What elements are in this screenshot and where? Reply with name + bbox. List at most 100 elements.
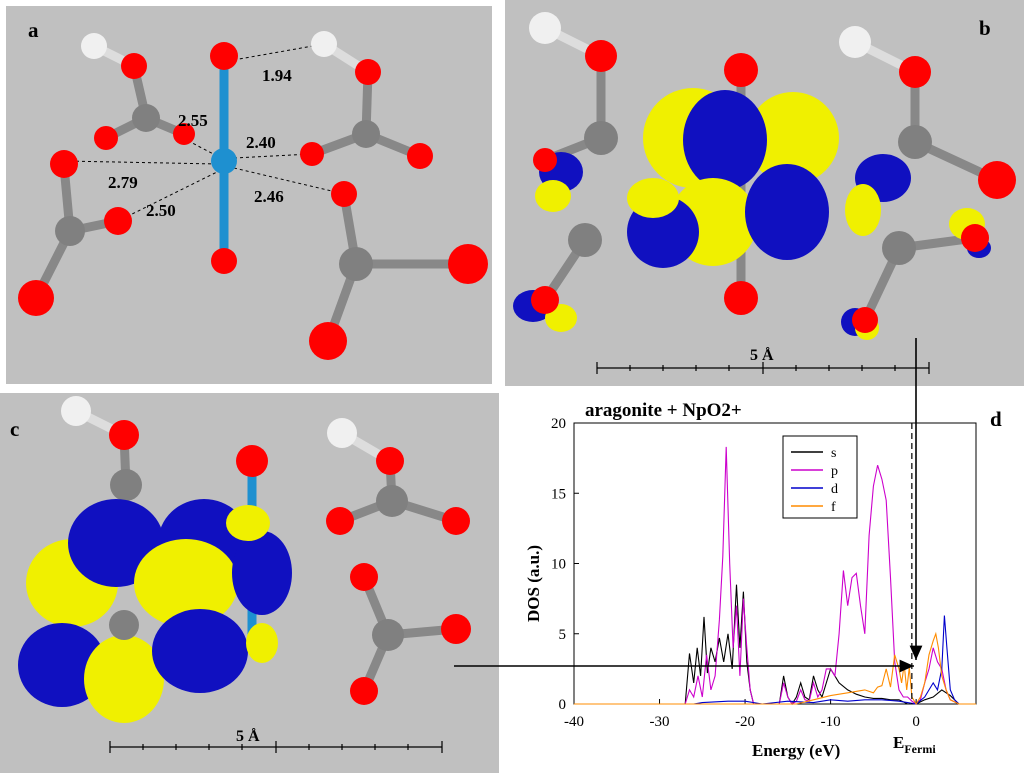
atom-b-o-4 <box>978 161 1016 199</box>
x-tick-label: -10 <box>821 714 841 730</box>
atom-b-o-9 <box>533 148 557 172</box>
atom-c-h-2 <box>327 418 357 448</box>
x-tick-label: 0 <box>912 714 920 730</box>
plot-area <box>573 422 977 705</box>
orbital-c-lobe-5 <box>232 531 292 615</box>
atom-b-c-4 <box>882 231 916 265</box>
atom-b-o-1 <box>585 40 617 72</box>
atom-b-h-1 <box>529 12 561 44</box>
y-tick-label: 0 <box>559 697 567 713</box>
panel-d: 0 5 10 15 20 -40 -30 -20 -10 0 aragonite + NpO2+… <box>505 390 1024 773</box>
atom-o-10 <box>448 244 488 284</box>
panel-label-c: c <box>10 417 20 441</box>
legend-label-f: f <box>831 500 836 515</box>
atom-o-np-top <box>210 42 238 70</box>
legend-label-p: p <box>831 464 838 479</box>
distance-label-4: 2.79 <box>108 173 138 192</box>
y-axis: 0 5 10 15 20 <box>551 416 579 713</box>
chart-title: aragonite + NpO2+ <box>585 400 742 421</box>
series-line-d <box>574 615 976 705</box>
orbital-lobe-5 <box>745 164 829 260</box>
atom-c-3 <box>55 216 85 246</box>
atom-c-2 <box>352 120 380 148</box>
atom-o-7 <box>50 150 78 178</box>
atom-c-c-3 <box>372 619 404 651</box>
atom-c-h-1 <box>61 396 91 426</box>
atom-b-o-5 <box>724 281 758 315</box>
legend-label-d: d <box>831 482 838 497</box>
series-line-f <box>574 631 976 706</box>
distance-label-6: 2.50 <box>146 201 176 220</box>
orbital-c-lobe-8 <box>84 635 164 723</box>
orbital-lobe-11 <box>845 184 881 236</box>
atom-b-c-3 <box>568 223 602 257</box>
panel-b: 5 Å b <box>505 0 1024 386</box>
structure-a: 1.94 2.55 2.40 2.79 2.46 2.50 <box>18 31 488 360</box>
atom-c-o-4 <box>326 507 354 535</box>
atom-h-2 <box>311 31 337 57</box>
panel-a: 1.94 2.55 2.40 2.79 2.46 2.50 a <box>6 6 492 384</box>
distance-label-2: 2.55 <box>178 111 208 130</box>
distance-label-1: 1.94 <box>262 66 292 85</box>
atom-c-c-1 <box>110 469 142 501</box>
distance-label-3: 2.40 <box>246 133 276 152</box>
atom-o-6 <box>407 143 433 169</box>
orbital-lobe-9 <box>535 180 571 212</box>
atom-c-o-6 <box>350 563 378 591</box>
fermi-label-main: E <box>893 733 904 752</box>
series-line-p <box>574 446 976 705</box>
atom-o-3 <box>94 126 118 150</box>
atom-o-9 <box>104 207 132 235</box>
atom-b-c-1 <box>584 121 618 155</box>
atom-np <box>211 148 237 174</box>
atom-c-o-7 <box>441 614 471 644</box>
atom-o-5 <box>300 142 324 166</box>
atom-o-8 <box>331 181 357 207</box>
orbital-c-lobe-10 <box>246 623 278 663</box>
orbital-c-lobe-6 <box>226 505 270 541</box>
atom-o-np-bottom <box>211 248 237 274</box>
x-axis-label: Energy (eV) <box>752 741 840 760</box>
orbital-c-lobe-9 <box>152 609 248 693</box>
dist-line-5 <box>233 167 337 193</box>
atom-b-c-2 <box>898 125 932 159</box>
series-line-s <box>574 584 976 706</box>
orbital-lobe-2 <box>747 92 839 184</box>
atom-b-o-7 <box>531 286 559 314</box>
y-tick-label: 5 <box>559 627 567 643</box>
panel-label-d: d <box>990 407 1002 431</box>
y-tick-label: 20 <box>551 416 566 432</box>
legend-label-s: s <box>831 446 836 461</box>
dist-line-6 <box>117 169 222 222</box>
dos-chart: 0 5 10 15 20 -40 -30 -20 -10 0 aragonite + NpO2+… <box>524 400 1002 760</box>
atom-o-1 <box>121 53 147 79</box>
panel-label-a: a <box>28 18 39 42</box>
atom-b-o-6 <box>961 224 989 252</box>
atom-c-c-2 <box>376 485 408 517</box>
orbital-structure-b: 5 Å <box>513 12 1016 374</box>
series-lines <box>574 446 976 706</box>
distance-label-5: 2.46 <box>254 187 284 206</box>
y-axis-label: DOS (a.u.) <box>524 545 543 622</box>
scale-label-b: 5 Å <box>750 346 774 364</box>
atom-c-1 <box>132 104 160 132</box>
atom-o-2 <box>355 59 381 85</box>
fermi-label: EFermi <box>893 733 936 756</box>
atom-b-o-2 <box>899 56 931 88</box>
dist-line-1 <box>227 43 325 62</box>
atom-c-o-8 <box>350 677 378 705</box>
atom-o-11 <box>18 280 54 316</box>
legend-box <box>782 435 858 519</box>
dist-line-4 <box>63 160 219 165</box>
x-axis: -40 -30 -20 -10 0 <box>564 699 920 730</box>
fermi-label-sub: Fermi <box>904 742 936 756</box>
atom-b-o-3 <box>724 53 758 87</box>
atom-b-o-8 <box>852 307 878 333</box>
atom-c-4 <box>339 247 373 281</box>
atom-b-h-2 <box>839 26 871 58</box>
atom-o-4 <box>173 123 195 145</box>
x-tick-label: -20 <box>735 714 755 730</box>
atom-c-c-4 <box>109 610 139 640</box>
orbital-c-lobe-7 <box>18 623 106 707</box>
